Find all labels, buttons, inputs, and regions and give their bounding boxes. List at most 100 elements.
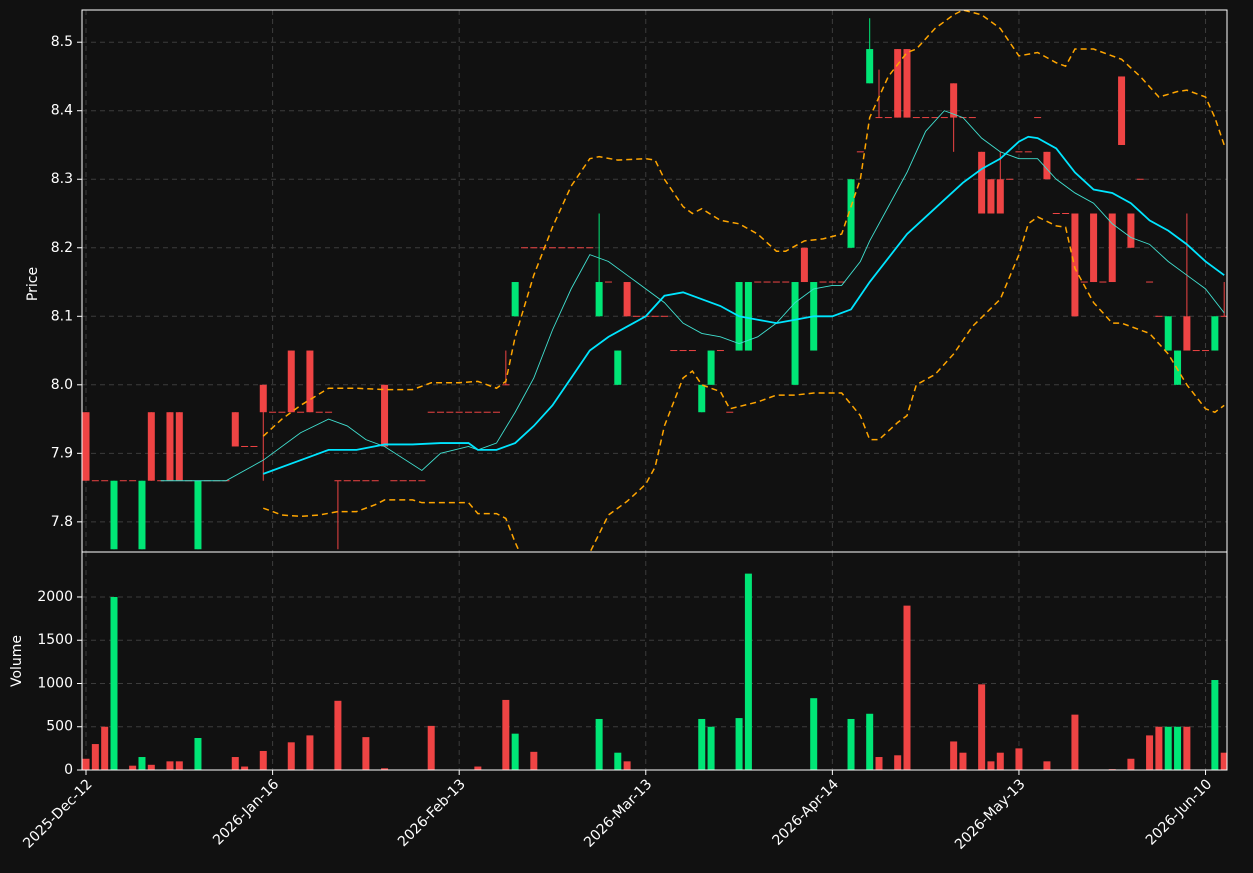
volume-bar: [744, 573, 752, 770]
volume-bar: [1146, 735, 1154, 770]
candle-body: [166, 412, 174, 481]
candle-body: [987, 179, 995, 214]
volume-bar: [623, 761, 631, 770]
volume-bar: [1211, 680, 1219, 770]
y-tick-label: 8.1: [51, 308, 73, 324]
candle-body: [1043, 151, 1051, 180]
volume-bar: [950, 741, 958, 770]
candle-body: [82, 412, 90, 481]
volume-bar: [698, 718, 706, 770]
candle-body: [1090, 213, 1098, 283]
candle-body: [1174, 350, 1182, 385]
volume-bar: [866, 713, 874, 770]
volume-bar: [987, 761, 995, 770]
volume-bar: [287, 742, 295, 770]
y-tick-label: 0: [64, 762, 73, 778]
volume-bar: [595, 718, 603, 770]
volume-bar: [1043, 761, 1051, 770]
volume-bar: [474, 766, 482, 770]
volume-bar: [1174, 726, 1182, 770]
candle-body: [894, 49, 902, 118]
volume-bar: [810, 698, 818, 770]
candle-body: [847, 179, 855, 248]
candle-body: [1071, 213, 1079, 317]
volume-bar: [1164, 726, 1172, 770]
volume-bar: [101, 726, 109, 770]
y-tick-label: 8.5: [51, 34, 73, 50]
y-tick-label: 1000: [37, 675, 73, 691]
candle-body: [138, 480, 146, 550]
candle-body: [800, 247, 808, 283]
volume-bar: [194, 737, 202, 770]
candle-body: [511, 282, 519, 317]
candle-body: [791, 282, 799, 385]
candle-body: [194, 480, 202, 550]
candle-body: [623, 282, 631, 317]
overlay-line: [160, 110, 1225, 482]
volume-bar: [334, 700, 342, 770]
y-tick-label: 8.2: [51, 240, 73, 256]
volume-bar: [959, 752, 967, 770]
volume-bar: [362, 737, 370, 770]
candle-body: [231, 412, 239, 447]
volume-bar: [82, 758, 90, 770]
candle-body: [110, 480, 118, 550]
volume-bar: [166, 761, 174, 770]
volume-bar: [1183, 726, 1191, 770]
volume-bar: [978, 684, 986, 770]
candle-body: [1164, 316, 1172, 351]
volume-bar: [129, 765, 137, 770]
volume-bar: [91, 744, 99, 770]
candle-body: [381, 384, 389, 447]
plot-area: [82, 10, 1227, 552]
volume-bar: [894, 755, 902, 770]
y-tick-label: 7.9: [51, 445, 73, 461]
candle-body: [306, 350, 314, 413]
candle-body: [950, 83, 958, 118]
volume-bar: [735, 718, 743, 770]
volume-bar: [1155, 726, 1163, 770]
volume-bar: [306, 735, 314, 770]
volume-bar: [241, 766, 249, 770]
volume-bar: [502, 699, 510, 770]
volume-bar: [1015, 748, 1023, 770]
candle-body: [1118, 76, 1126, 145]
volume-bar: [614, 752, 622, 770]
plot-area: [82, 573, 1227, 770]
y-tick-label: 500: [46, 719, 73, 735]
candle-body: [978, 151, 986, 214]
volume-bar: [231, 757, 239, 770]
volume-bar: [381, 768, 389, 770]
volume-bar: [259, 750, 267, 770]
candle-body: [175, 412, 183, 481]
volume-bar: [1220, 752, 1227, 770]
y-axis-label: Volume: [9, 635, 25, 687]
candle-body: [698, 384, 706, 413]
overlay-line: [262, 135, 1225, 475]
y-tick-label: 8.3: [51, 171, 73, 187]
candle-body: [1183, 316, 1191, 351]
y-tick-label: 2000: [37, 589, 73, 605]
overlay-line: [262, 10, 1225, 437]
volume-bar: [138, 757, 146, 770]
candle-body: [744, 282, 752, 351]
candle-body: [147, 412, 155, 481]
volume-bar: [147, 764, 155, 770]
candle-body: [1108, 213, 1116, 283]
volume-bar: [875, 757, 883, 770]
volume-bar: [530, 751, 538, 770]
volume-bar: [511, 733, 519, 770]
y-tick-label: 8.4: [51, 103, 73, 119]
volume-bar: [707, 726, 715, 770]
y-tick-label: 1500: [37, 632, 73, 648]
volume-bar: [427, 725, 435, 770]
candle-body: [1127, 213, 1135, 248]
volume-bar: [1071, 714, 1079, 770]
volume-bar: [175, 761, 183, 770]
candle-body: [595, 282, 603, 317]
overlay-line: [263, 216, 1225, 552]
y-tick-label: 8.0: [51, 377, 73, 393]
y-axis-label: Price: [25, 267, 41, 301]
